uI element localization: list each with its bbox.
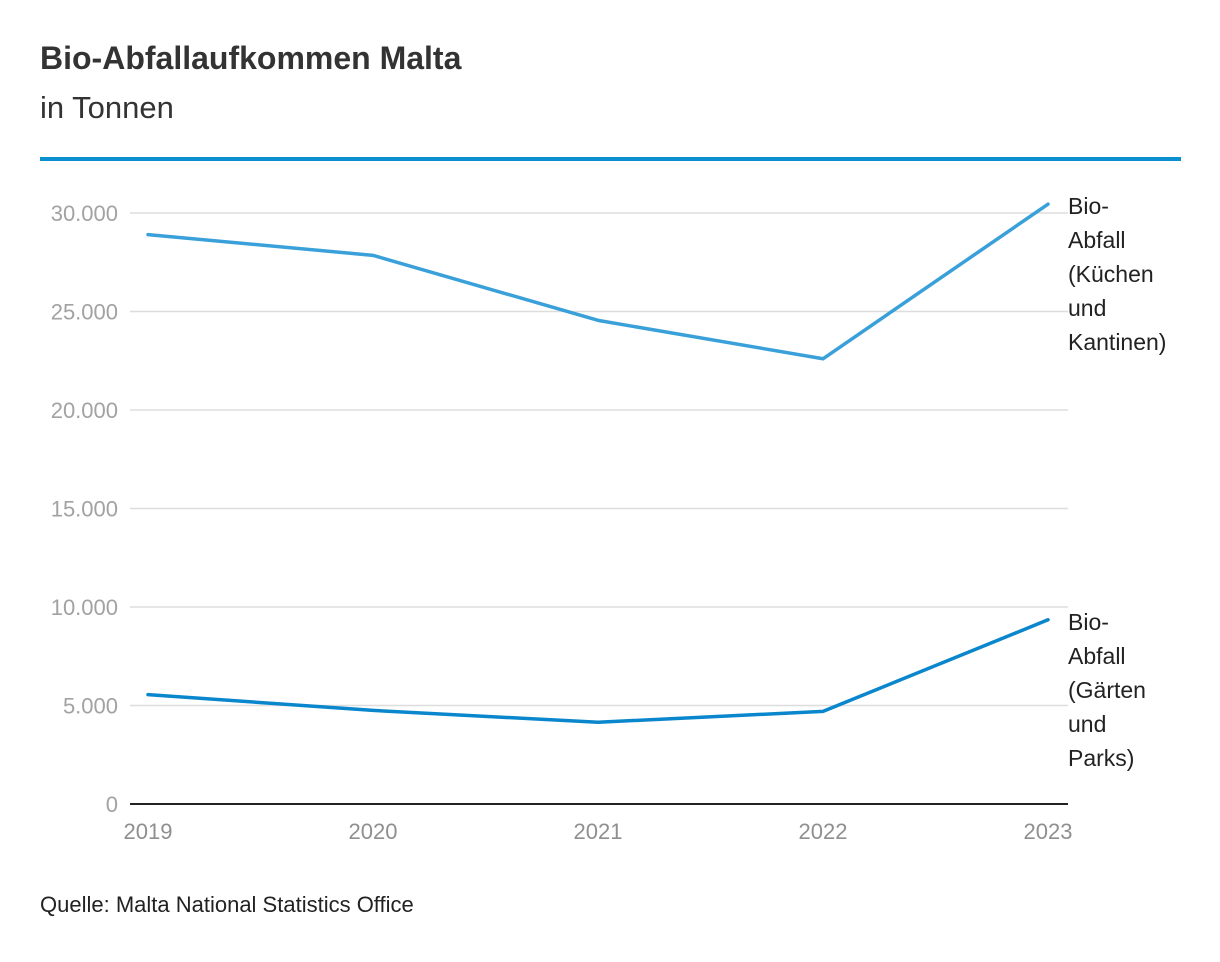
series-label-line: Abfall (1068, 227, 1126, 253)
series-label-line: Abfall (1068, 643, 1126, 669)
series-labels: Bio- Abfall (Küchen und Kantinen) Bio- Abfall (… (1068, 193, 1166, 771)
series-label-line: Parks) (1068, 745, 1134, 771)
series-label-line: Bio- (1068, 193, 1109, 219)
title-divider (40, 157, 1181, 161)
axes: 0 5.000 10.000 15.000 20.000 25.000 30.000 2019… (51, 201, 1073, 844)
y-tick-label: 15.000 (51, 497, 118, 522)
series-line-1 (146, 202, 1050, 361)
y-tick-label: 30.000 (51, 201, 118, 226)
series-label-2: Bio- Abfall (Gärten und Parks) (1068, 609, 1146, 771)
series-label-line: und (1068, 711, 1106, 737)
series-line-2 (146, 618, 1050, 724)
series-label-line: Kantinen) (1068, 329, 1166, 355)
y-tick-label: 10.000 (51, 595, 118, 620)
y-tick-label: 20.000 (51, 398, 118, 423)
series-label-1: Bio- Abfall (Küchen und Kantinen) (1068, 193, 1166, 355)
series-label-line: (Gärten (1068, 677, 1146, 703)
series-label-line: und (1068, 295, 1106, 321)
x-tick-label: 2022 (799, 819, 848, 844)
source-note: Quelle: Malta National Statistics Office (40, 892, 414, 917)
x-tick-label: 2020 (349, 819, 398, 844)
chart-subtitle: in Tonnen (40, 90, 174, 125)
series-label-line: (Küchen (1068, 261, 1154, 287)
series-lines (146, 202, 1050, 724)
x-tick-label: 2021 (574, 819, 623, 844)
series-label-line: Bio- (1068, 609, 1109, 635)
y-tick-label: 25.000 (51, 300, 118, 325)
x-tick-label: 2023 (1024, 819, 1073, 844)
x-tick-label: 2019 (124, 819, 173, 844)
y-tick-label: 0 (106, 792, 118, 817)
y-tick-label: 5.000 (63, 694, 118, 719)
chart-title: Bio-Abfallaufkommen Malta (40, 40, 462, 76)
